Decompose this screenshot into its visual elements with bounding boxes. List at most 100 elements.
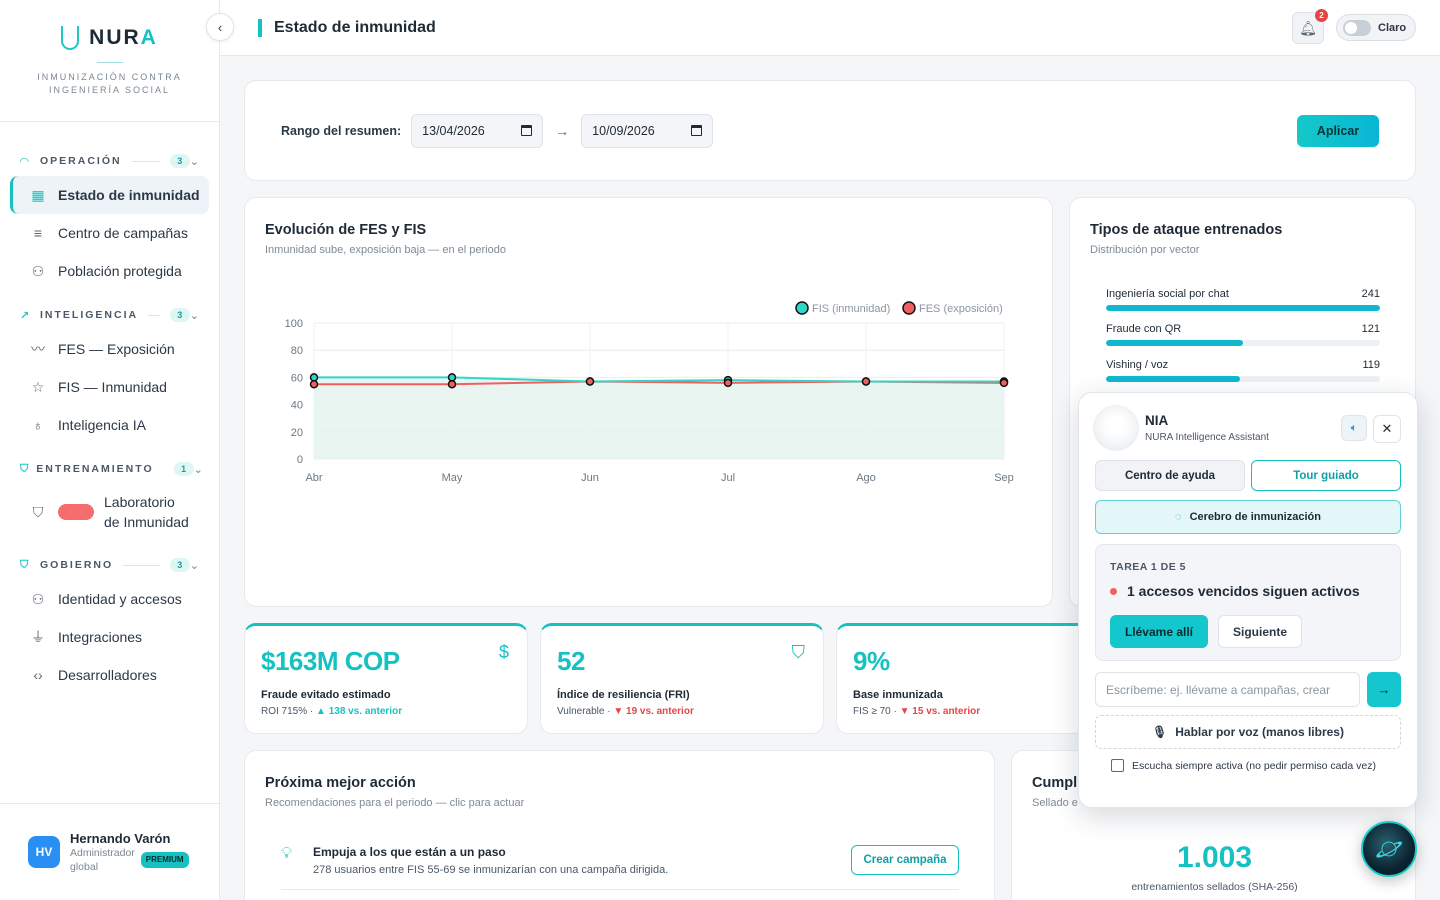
shield-icon: ⛉ xyxy=(32,503,44,520)
always-listen-option[interactable]: Escucha siempre activa (no pedir permiso… xyxy=(1111,759,1376,772)
next-action-card: Próxima mejor acción Recomendaciones par… xyxy=(244,750,995,900)
series-area xyxy=(314,377,1004,459)
help-center-button[interactable]: Centro de ayuda xyxy=(1095,460,1245,491)
brand-logo-row[interactable]: NURA xyxy=(0,26,219,50)
y-tick-label: 40 xyxy=(291,400,303,412)
arrow-right-icon: → xyxy=(555,122,570,139)
nia-name: NIA xyxy=(1145,413,1169,428)
collapse-sidebar-button[interactable]: ‹ xyxy=(206,13,234,41)
kpi-card-fraude: $163M COP $ Fraude evitado estimado ROI … xyxy=(244,623,528,734)
next-action-subtitle: Recomendaciones para el periodo — clic p… xyxy=(265,797,525,809)
task-counter: TAREA 1 DE 5 xyxy=(1110,561,1187,573)
dollar-icon: $ xyxy=(498,642,509,662)
date-from-input[interactable]: 13/04/2026 xyxy=(411,113,544,148)
sidebar-item-desarrolladores[interactable]: ‹› Desarrolladores xyxy=(10,656,209,694)
attack-title: Tipos de ataque entrenados xyxy=(1090,222,1283,238)
topbar: ‹ Estado de inmunidad 🔔︎ 2 Claro xyxy=(206,0,1440,56)
chart-subtitle: Inmunidad sube, exposición baja — en el … xyxy=(265,244,506,256)
data-point xyxy=(309,373,319,382)
take-me-there-button[interactable]: Llévame allí xyxy=(1110,615,1208,648)
apply-button[interactable]: Aplicar xyxy=(1297,115,1379,147)
bulb-icon: 💡︎ xyxy=(281,845,293,862)
chevron-down-icon: ⌄ xyxy=(189,155,201,168)
data-point xyxy=(447,373,457,382)
always-listen-checkbox[interactable] xyxy=(1111,759,1124,772)
calendar-icon[interactable] xyxy=(521,125,533,136)
brain-icon: ◌ xyxy=(1175,511,1182,523)
guided-tour-button[interactable]: Tour guiado xyxy=(1251,460,1401,491)
gauge-icon: ◠ xyxy=(20,155,31,168)
sidebar-item-centro-campanas[interactable]: ≡ Centro de campañas xyxy=(10,214,209,252)
lab-status-pill xyxy=(58,504,94,520)
voice-button[interactable]: 🎙︎ Hablar por voz (manos libres) xyxy=(1095,715,1401,749)
speaker-button[interactable]: 🔈︎ xyxy=(1341,415,1367,441)
kpi-value: 52 xyxy=(557,646,585,676)
attack-row: Ingeniería social por chat 241 xyxy=(1106,288,1380,311)
nia-subtitle: NURA Intelligence Assistant xyxy=(1145,432,1269,443)
y-tick-label: 100 xyxy=(285,318,303,330)
legend-label: FIS (inmunidad) xyxy=(812,303,890,315)
legend-marker xyxy=(902,301,916,315)
kpi-label: Índice de resiliencia (FRI) xyxy=(557,689,690,701)
user-check-icon: ⚇ xyxy=(31,590,45,607)
trend-icon: ↗ xyxy=(20,309,32,322)
y-tick-label: 80 xyxy=(291,345,303,357)
data-point xyxy=(585,377,595,386)
nia-chat-input[interactable] xyxy=(1095,672,1360,707)
kpi-note: Vulnerable · ▼ 19 vs. anterior xyxy=(557,706,694,717)
data-point xyxy=(861,377,871,386)
immunization-brain-button[interactable]: ◌ Cerebro de inmunización xyxy=(1095,500,1401,534)
chart-title: Evolución de FES y FIS xyxy=(265,222,427,238)
planet-icon: 🪐︎ xyxy=(1375,836,1403,861)
assistant-fab-button[interactable]: 🪐︎ xyxy=(1361,821,1417,877)
sidebar-item-integraciones[interactable]: ⏚ Integraciones xyxy=(31,629,143,645)
trend-icon: 〰 xyxy=(31,341,45,357)
sidebar-item-laboratorio-inmunidad[interactable]: ⛉ Laboratorio de Inmunidad xyxy=(10,484,209,540)
y-tick-label: 0 xyxy=(297,454,303,466)
sidebar-item-inteligencia-ia[interactable]: ♁ Inteligencia IA xyxy=(10,406,209,444)
x-tick-label: Abr xyxy=(305,472,322,484)
avatar: HV xyxy=(28,836,60,868)
close-button[interactable]: ✕ xyxy=(1373,415,1401,443)
user-role: Administrador global PREMIUM xyxy=(70,846,189,874)
theme-toggle[interactable]: Claro xyxy=(1336,14,1416,41)
toggle-switch xyxy=(1343,19,1371,36)
section-inteligencia[interactable]: ↗ INTELIGENCIA 3 ⌄ xyxy=(20,308,201,322)
kpi-note: ROI 715% · ▲ 138 vs. anterior xyxy=(261,706,403,717)
notifications-button[interactable]: 🔔︎ 2 xyxy=(1292,9,1328,44)
series-line xyxy=(314,376,1004,383)
list-item[interactable]: 💡︎ Empuja a los que están a un paso 278 … xyxy=(281,845,959,890)
star-icon: ☆ xyxy=(31,378,45,395)
range-label: Rango del resumen: xyxy=(281,123,402,138)
y-tick-label: 60 xyxy=(291,372,303,384)
date-to-input[interactable]: 10/09/2026 xyxy=(581,113,714,148)
section-gobierno[interactable]: ⛉ GOBIERNO 3 ⌄ xyxy=(20,558,201,572)
send-button[interactable]: → xyxy=(1367,672,1401,707)
next-button[interactable]: Siguiente xyxy=(1218,615,1302,648)
sidebar-item-fes-exposicion[interactable]: 〰 FES — Exposición xyxy=(31,341,175,357)
sidebar-item-fis-inmunidad[interactable]: ☆ FIS — Inmunidad xyxy=(31,378,167,396)
user-name: Hernando Varón xyxy=(70,830,171,846)
section-entrenamiento[interactable]: ⛉ ENTRENAMIENTO 1 ⌄ xyxy=(20,462,205,476)
premium-badge: PREMIUM xyxy=(140,851,189,868)
legend-marker xyxy=(795,301,809,315)
chevron-left-icon: ‹ xyxy=(217,19,223,35)
kpi-value: $163M COP xyxy=(261,646,400,676)
user-icon: ⚇ xyxy=(31,262,45,279)
create-campaign-button[interactable]: Crear campaña xyxy=(851,845,959,875)
section-operacion[interactable]: ◠ OPERACIÓN 3 ⌄ xyxy=(20,154,201,168)
date-range-card: Rango del resumen: 13/04/2026 → 10/09/20… xyxy=(244,80,1416,181)
section-count: 1 xyxy=(173,462,194,476)
brand-divider xyxy=(96,62,123,63)
sidebar-item-estado-inmunidad[interactable]: ▦ Estado de inmunidad xyxy=(10,176,209,214)
user-profile[interactable]: HV Hernando Varón Administrador global PR… xyxy=(0,803,219,900)
attack-row: Vishing / voz 119 xyxy=(1106,359,1380,382)
sidebar-item-poblacion-protegida[interactable]: ⚇ Población protegida xyxy=(31,262,182,280)
sidebar-item-identidad-accesos[interactable]: ⚇ Identidad y accesos xyxy=(31,590,182,608)
section-count: 3 xyxy=(169,154,190,168)
brand-tagline: INMUNIZACIÓN CONTRA INGENIERÍA SOCIAL xyxy=(37,72,182,95)
brand-name: NURA xyxy=(89,26,158,49)
calendar-icon[interactable] xyxy=(691,125,703,136)
x-tick-label: Sep xyxy=(994,472,1014,484)
data-point xyxy=(447,379,457,389)
